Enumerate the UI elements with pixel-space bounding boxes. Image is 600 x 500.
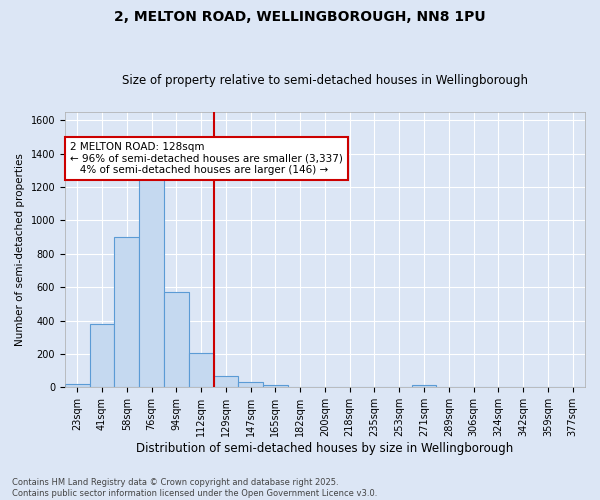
- Bar: [238, 382, 263, 388]
- Text: 2, MELTON ROAD, WELLINGBOROUGH, NN8 1PU: 2, MELTON ROAD, WELLINGBOROUGH, NN8 1PU: [114, 10, 486, 24]
- Text: Contains HM Land Registry data © Crown copyright and database right 2025.
Contai: Contains HM Land Registry data © Crown c…: [12, 478, 377, 498]
- Bar: [263, 385, 288, 388]
- X-axis label: Distribution of semi-detached houses by size in Wellingborough: Distribution of semi-detached houses by …: [136, 442, 514, 455]
- Title: Size of property relative to semi-detached houses in Wellingborough: Size of property relative to semi-detach…: [122, 74, 528, 87]
- Bar: [164, 292, 189, 388]
- Bar: [139, 168, 164, 388]
- Y-axis label: Number of semi-detached properties: Number of semi-detached properties: [15, 153, 25, 346]
- Bar: [89, 324, 115, 388]
- Bar: [115, 237, 139, 388]
- Bar: [214, 376, 238, 388]
- Bar: [412, 385, 436, 388]
- Bar: [189, 353, 214, 388]
- Text: 2 MELTON ROAD: 128sqm
← 96% of semi-detached houses are smaller (3,337)
   4% of: 2 MELTON ROAD: 128sqm ← 96% of semi-deta…: [70, 142, 343, 175]
- Bar: [65, 384, 89, 388]
